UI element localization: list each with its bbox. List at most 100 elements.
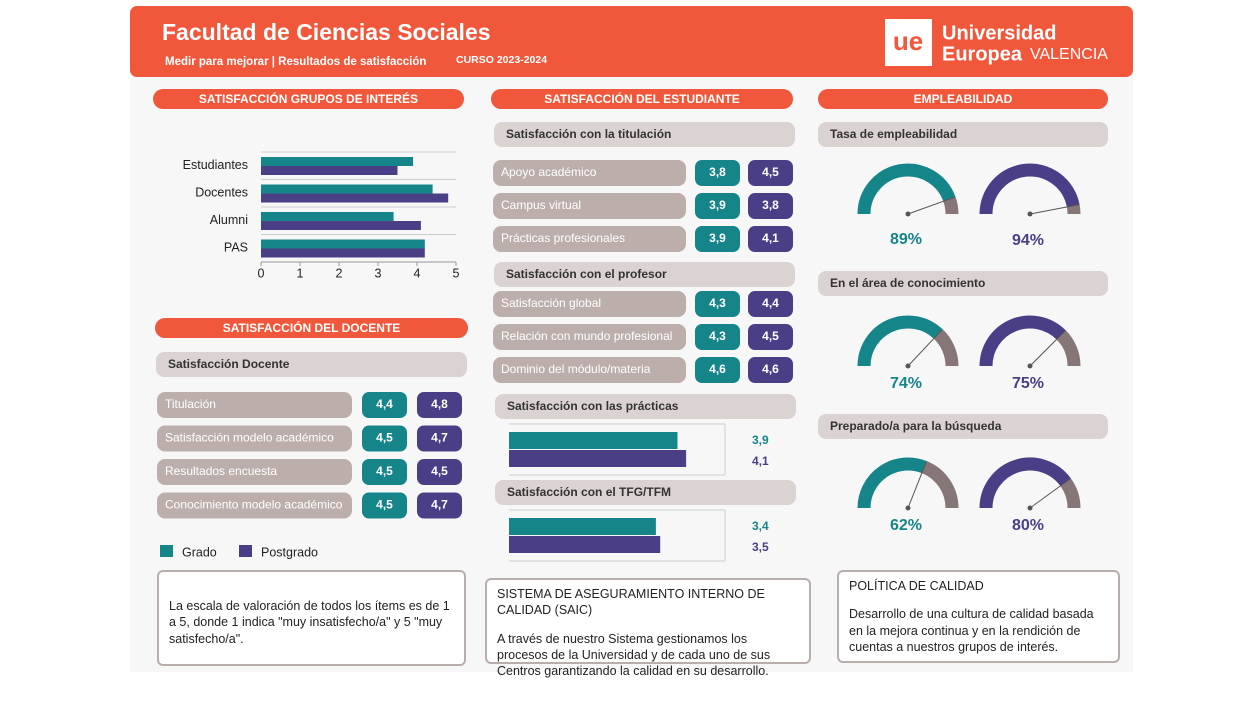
legend-swatch xyxy=(239,545,252,557)
row-value: 4,6 xyxy=(762,362,779,376)
value-pill xyxy=(748,357,793,383)
note-title: SISTEMA DE ASEGURAMIENTO INTERNO DE CALI… xyxy=(497,587,765,618)
row-value: 4,8 xyxy=(431,397,448,411)
value-label: 4,1 xyxy=(752,454,769,468)
x-tick-label: 5 xyxy=(453,266,460,280)
value-pill xyxy=(417,492,462,519)
section-title: SATISFACCIÓN DEL DOCENTE xyxy=(223,320,401,335)
subsection-title: Preparado/a para la búsqueda xyxy=(830,419,1002,433)
gauge-value: 75% xyxy=(1012,375,1044,392)
gauge-rest xyxy=(1060,478,1081,509)
gauge-arc xyxy=(857,315,943,367)
gauge-needle xyxy=(1029,204,1080,215)
value-pill xyxy=(695,226,740,252)
row-label: Dominio del módulo/materia xyxy=(501,362,651,376)
header-course: CURSO 2023-2024 xyxy=(456,54,547,66)
bar xyxy=(261,184,433,194)
subsection-title: Satisfacción con la titulación xyxy=(506,127,671,141)
gauge-needle xyxy=(1029,330,1066,367)
row-value: 4,5 xyxy=(376,431,393,445)
category-label: Docentes xyxy=(195,186,248,200)
subsection-header xyxy=(495,480,796,505)
bar xyxy=(509,432,678,449)
subsection-title: Tasa de empleabilidad xyxy=(830,127,957,141)
row-label: Titulación xyxy=(165,397,216,411)
row-label-pill xyxy=(493,291,686,317)
logo-line3: VALENCIA xyxy=(1030,46,1108,63)
subsection-header xyxy=(156,352,467,377)
x-tick-label: 1 xyxy=(297,266,304,280)
header-title: Facultad de Ciencias Sociales xyxy=(162,19,491,45)
subsection-header xyxy=(818,122,1108,147)
row-value: 4,5 xyxy=(376,498,393,512)
row-label: Apoyo académico xyxy=(501,165,597,179)
note-box: POLÍTICA DE CALIDAD Desarrollo de una cul… xyxy=(837,570,1120,663)
gauge-hub xyxy=(1027,505,1033,511)
logo-line1: Universidad xyxy=(942,22,1056,44)
x-tick-label: 0 xyxy=(258,266,265,280)
section-banner xyxy=(153,89,464,109)
row-value: 4,7 xyxy=(431,498,448,512)
logo-line2: Europea xyxy=(942,43,1023,65)
row-label: Conocimiento modelo académico xyxy=(165,498,343,512)
gauge-hub xyxy=(905,211,911,217)
gauge-hub xyxy=(1027,363,1033,369)
gauge-needle xyxy=(907,196,956,215)
row-label-pill xyxy=(157,425,352,452)
row-value: 3,8 xyxy=(762,198,779,212)
row-value: 4,3 xyxy=(709,329,726,343)
value-pill xyxy=(417,392,462,418)
row-label-pill xyxy=(157,459,352,485)
value-pill xyxy=(362,459,407,485)
row-value: 4,4 xyxy=(376,397,393,411)
value-pill xyxy=(695,160,740,186)
row-value: 4,5 xyxy=(762,165,779,179)
row-label-pill xyxy=(493,357,686,383)
gauge-value: 94% xyxy=(1012,232,1044,249)
row-label: Prácticas profesionales xyxy=(501,231,625,245)
row-label-pill xyxy=(493,193,686,219)
subsection-header xyxy=(494,122,795,147)
value-pill xyxy=(417,425,462,452)
row-label-pill xyxy=(493,226,686,252)
note-text: A través de nuestro Sistema gestionamos … xyxy=(497,631,771,679)
gauge-value: 62% xyxy=(890,517,922,534)
gauge-arc xyxy=(857,163,956,215)
row-label-pill xyxy=(493,324,686,350)
bar xyxy=(509,536,661,553)
section-banner xyxy=(155,318,468,338)
row-label: Resultados encuesta xyxy=(165,464,277,478)
value-pill xyxy=(695,324,740,350)
row-label: Campus virtual xyxy=(501,198,581,212)
gauge-rest xyxy=(1066,204,1081,215)
row-value: 4,4 xyxy=(762,296,779,310)
bar xyxy=(261,166,398,175)
bar xyxy=(261,193,449,203)
note-text: Desarrollo de una cultura de calidad bas… xyxy=(849,607,1094,654)
legend-swatch xyxy=(160,545,173,557)
value-pill xyxy=(417,459,462,485)
section-banner xyxy=(491,89,793,109)
value-pill xyxy=(695,291,740,317)
bar xyxy=(261,221,421,230)
subsection-title: Satisfacción Docente xyxy=(168,357,290,371)
section-title: EMPLEABILIDAD xyxy=(914,92,1013,106)
note-text: La escala de valoración de todos los íte… xyxy=(169,599,450,646)
subsection-title: Satisfacción con el profesor xyxy=(506,267,667,281)
value-label: 3,4 xyxy=(752,519,769,533)
value-pill xyxy=(362,492,407,519)
row-value: 4,1 xyxy=(762,231,779,245)
bar xyxy=(261,248,425,258)
section-banner xyxy=(818,89,1108,109)
gauge-rest xyxy=(1056,330,1081,367)
legend-label: Postgrado xyxy=(261,545,318,559)
row-label: Relación con mundo profesional xyxy=(501,329,672,343)
gauge-arc xyxy=(979,315,1066,367)
gauge-rest xyxy=(943,196,959,215)
x-tick-label: 4 xyxy=(414,266,421,280)
legend-label: Grado xyxy=(182,545,217,559)
gauge-hub xyxy=(905,363,911,369)
bar xyxy=(261,212,394,221)
value-pill xyxy=(695,193,740,219)
subsection-header xyxy=(494,262,795,287)
